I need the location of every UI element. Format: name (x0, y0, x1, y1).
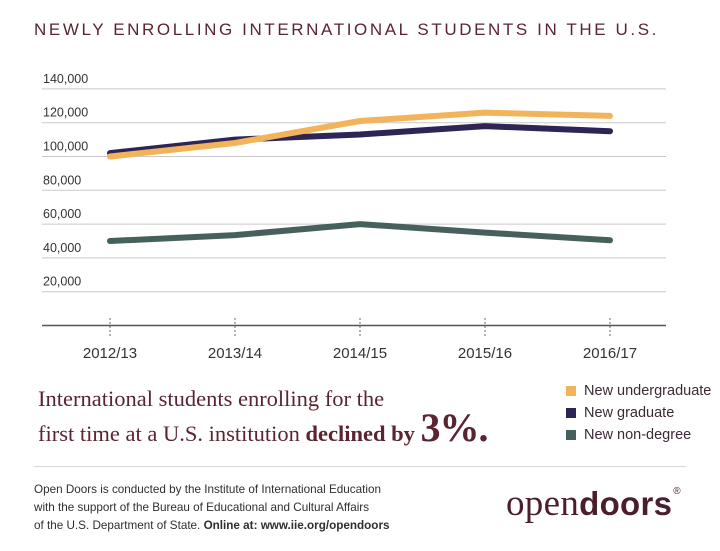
legend-swatch-undergraduate (566, 386, 576, 396)
headline-figure: 3%. (420, 405, 489, 450)
data-point (233, 141, 237, 145)
footer-divider (34, 466, 686, 467)
x-axis-ticks: 2012/13 2013/14 2014/15 2015/16 2016/17 (83, 318, 637, 362)
chart-series (107, 109, 613, 244)
footer-website-link[interactable]: Online at: www.iie.org/opendoors (203, 519, 390, 532)
headline-line-1: International students enrolling for the (38, 386, 385, 411)
logo-registered-mark: ® (673, 486, 681, 497)
logo-part-open: open (506, 483, 580, 524)
line-chart: 20,000 40,000 60,000 80,000 100,000 120,000 14… (42, 72, 666, 362)
legend-label-non-degree: New non-degree (584, 427, 692, 443)
chart-title: NEWLY ENROLLING INTERNATIONAL STUDENTS I… (34, 20, 659, 39)
footer-credits: Open Doors is conducted by the Institute… (34, 481, 390, 535)
data-point (608, 129, 612, 134)
data-point (108, 239, 112, 243)
headline: International students enrolling for the… (38, 384, 489, 448)
data-point (483, 230, 487, 235)
x-tick-label: 2015/16 (458, 345, 512, 362)
y-tick-label: 120,000 (43, 106, 88, 120)
legend-item-graduate: New graduate (566, 402, 711, 424)
y-tick-label: 140,000 (43, 72, 88, 86)
x-tick-label: 2014/15 (333, 345, 387, 362)
footer-line-2: with the support of the Bureau of Educat… (34, 501, 370, 514)
y-tick-label: 40,000 (43, 241, 81, 255)
headline-line-2: first time at a U.S. institution decline… (38, 408, 489, 448)
y-axis-ticks: 20,000 40,000 60,000 80,000 100,000 120,000 14… (43, 72, 88, 289)
y-tick-label: 80,000 (43, 173, 81, 187)
data-point (483, 110, 487, 115)
data-point (608, 113, 612, 118)
logo-part-doors: doors (579, 485, 673, 522)
x-tick-label: 2013/14 (208, 345, 262, 362)
footer-line-1: Open Doors is conducted by the Institute… (34, 483, 381, 496)
footer-line-3-text: of the U.S. Department of State. (34, 519, 201, 532)
data-point (358, 119, 362, 123)
data-point (358, 222, 362, 227)
data-point (608, 238, 612, 243)
footer-line-3: of the U.S. Department of State. Online … (34, 517, 390, 535)
legend-item-undergraduate: New undergraduate (566, 380, 711, 402)
x-tick-label: 2012/13 (83, 345, 137, 362)
headline-emphasis: declined by (305, 421, 415, 446)
data-point (358, 132, 362, 137)
y-tick-label: 100,000 (43, 140, 88, 154)
series-line-new-non-degree (107, 221, 613, 244)
data-point (483, 124, 487, 129)
legend-item-non-degree: New non-degree (566, 424, 711, 446)
x-tick-label: 2016/17 (583, 345, 637, 362)
data-point (108, 154, 112, 159)
data-point (233, 233, 237, 238)
legend-label-undergraduate: New undergraduate (584, 383, 712, 399)
opendoors-logo: opendoors® (506, 482, 681, 525)
legend-swatch-non-degree (566, 430, 576, 440)
legend-label-graduate: New graduate (584, 405, 675, 421)
headline-line-2-text: first time at a U.S. institution (38, 421, 300, 446)
y-tick-label: 60,000 (43, 207, 81, 221)
y-tick-label: 20,000 (43, 275, 81, 289)
legend-swatch-graduate (566, 408, 576, 418)
chart-legend: New undergraduate New graduate New non-d… (566, 380, 711, 446)
